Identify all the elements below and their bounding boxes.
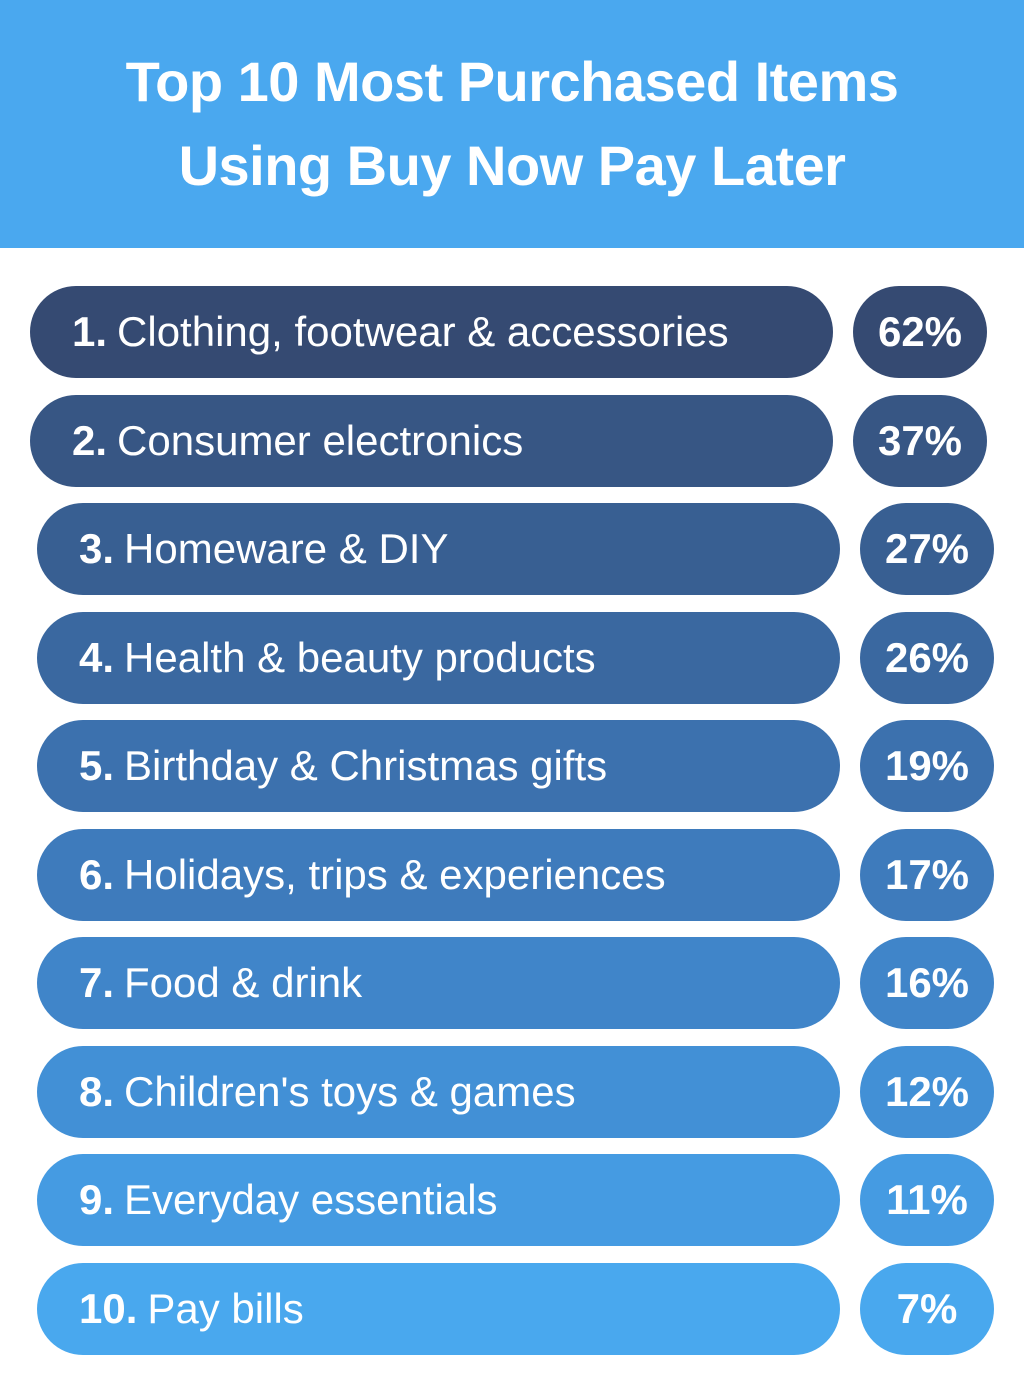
percent-badge: 17%	[860, 828, 994, 921]
percent-badge: 16%	[860, 937, 994, 1029]
item-pill: 8. Children's toys & games	[37, 1045, 840, 1138]
item-label: Birthday & Christmas gifts	[124, 742, 608, 789]
item-pill: 6. Holidays, trips & experiences	[37, 828, 840, 921]
percent-badge: 27%	[860, 503, 994, 595]
item-pill: 1. Clothing, footwear & accessories	[30, 286, 833, 378]
header-banner: Top 10 Most Purchased Items Using Buy No…	[0, 0, 1024, 248]
item-rank: 10.	[79, 1284, 138, 1332]
percent-badge: 12%	[860, 1045, 994, 1138]
item-pill: 4. Health & beauty products	[37, 611, 840, 704]
item-label: Children's toys & games	[124, 1067, 576, 1115]
item-rank: 1.	[72, 308, 108, 355]
item-label: Food & drink	[124, 959, 363, 1006]
item-pill: 10. Pay bills	[37, 1262, 840, 1355]
item-label: Everyday essentials	[124, 1176, 498, 1223]
percent-badge: 7%	[860, 1262, 994, 1355]
item-rank: 3.	[79, 525, 115, 572]
percent-badge: 19%	[860, 720, 994, 812]
item-rank: 9.	[79, 1176, 115, 1223]
percent-badge: 37%	[853, 394, 987, 487]
item-pill: 7. Food & drink	[37, 937, 840, 1029]
item-pill: 3. Homeware & DIY	[37, 503, 840, 595]
item-label: Health & beauty products	[124, 633, 596, 681]
title-line-2: Using Buy Now Pay Later	[178, 134, 846, 197]
item-label: Consumer electronics	[117, 416, 524, 464]
item-label: Homeware & DIY	[124, 525, 449, 572]
percent-badge: 62%	[853, 286, 987, 378]
page-title: Top 10 Most Purchased Items Using Buy No…	[126, 40, 899, 208]
item-rank: 4.	[79, 633, 115, 681]
item-label: Holidays, trips & experiences	[124, 850, 666, 898]
item-rank: 7.	[79, 959, 115, 1006]
item-pill: 9. Everyday essentials	[37, 1154, 840, 1246]
item-pill: 2. Consumer electronics	[30, 394, 833, 487]
title-line-1: Top 10 Most Purchased Items	[125, 50, 899, 113]
item-label: Clothing, footwear & accessories	[117, 308, 729, 355]
item-rank: 6.	[79, 850, 115, 898]
item-rank: 2.	[72, 416, 108, 464]
item-rank: 5.	[79, 742, 115, 789]
percent-badge: 11%	[860, 1154, 994, 1246]
item-pill: 5. Birthday & Christmas gifts	[37, 720, 840, 812]
percent-badge: 26%	[860, 611, 994, 704]
item-rank: 8.	[79, 1067, 115, 1115]
item-label: Pay bills	[147, 1284, 304, 1332]
